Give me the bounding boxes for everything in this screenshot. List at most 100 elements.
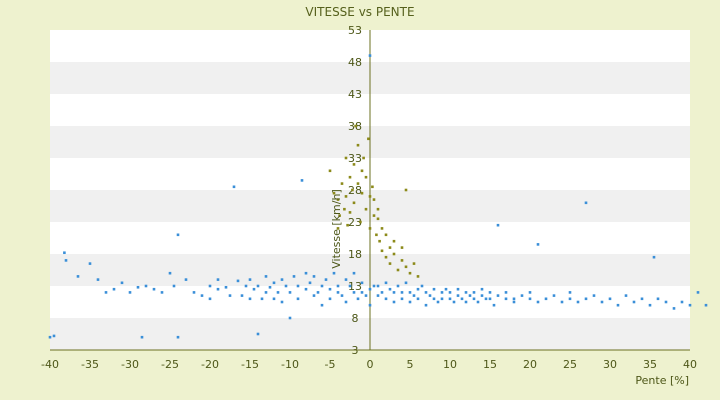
data-point-blue [332,271,336,275]
data-point-blue [376,294,380,297]
data-point-blue [120,281,124,285]
data-point-blue [200,294,204,297]
data-point-olive [372,214,376,217]
data-point-blue [592,294,596,297]
data-point-blue [276,291,280,294]
data-point-blue [320,284,324,288]
data-point-blue [364,294,368,297]
x-tick-label: -5 [325,358,336,371]
data-point-blue [584,201,588,205]
data-point-blue [96,278,100,281]
data-point-blue [616,303,620,307]
data-point-olive [360,191,364,195]
x-tick-label: 5 [407,358,414,371]
data-point-olive [396,268,400,272]
data-point-olive [400,259,404,262]
data-point-blue [168,271,172,275]
data-point-olive [388,262,392,265]
data-point-blue [192,291,196,294]
data-point-blue [344,278,348,281]
data-point-blue [376,284,380,288]
data-point-blue [328,297,332,301]
data-point-blue [372,284,376,288]
data-point-olive [392,239,396,243]
data-point-olive [388,246,392,249]
y-tick-label: 18 [348,248,362,261]
data-point-blue [420,284,424,288]
data-point-olive [372,198,376,201]
data-point-olive [328,169,332,173]
data-point-blue [432,287,436,291]
data-point-blue [536,243,540,246]
data-point-blue [464,291,468,294]
data-point-blue [528,291,532,294]
data-point-blue [416,287,420,291]
data-point-blue [384,281,388,285]
data-point-blue [280,278,284,281]
data-point-blue [624,294,628,297]
x-tick-label: -10 [281,358,299,371]
data-point-blue [504,291,508,294]
data-point-blue [664,300,668,304]
data-point-olive [352,163,356,166]
data-point-blue [392,291,396,294]
data-point-olive [404,188,408,192]
data-point-blue [240,294,244,297]
data-point-blue [552,294,556,297]
data-point-olive [362,156,365,160]
chart-title: VITESSE vs PENTE [305,5,414,19]
y-tick-label: 13 [348,280,362,293]
data-point-olive [376,207,380,211]
data-point-olive [384,255,388,259]
data-point-blue [252,287,256,291]
data-point-blue [528,297,532,301]
data-point-blue [444,287,448,291]
data-point-blue [704,303,708,307]
data-point-blue [468,294,472,297]
data-point-blue [648,303,652,307]
x-tick-label: -15 [241,358,259,371]
data-point-blue [292,275,296,278]
y-tick-label: 23 [348,216,362,229]
y-axis-title: Vitesse [km/h] [330,189,343,269]
data-point-blue [400,291,404,294]
data-point-blue [412,294,416,297]
data-point-blue [472,291,476,294]
data-point-blue [312,275,316,278]
x-tick-label: -35 [81,358,99,371]
data-point-blue [632,300,636,304]
data-point-blue [680,300,684,304]
data-point-olive [400,246,404,249]
data-point-blue [64,259,68,262]
data-point-blue [304,287,308,291]
data-point-blue [104,291,108,294]
data-point-blue [488,291,492,294]
x-tick-label: 15 [483,358,497,371]
data-point-blue [176,233,180,237]
data-point-blue [536,300,540,304]
data-point-blue [216,278,220,281]
data-point-blue [396,284,400,288]
data-point-olive [336,198,340,201]
y-tick-label: 33 [348,152,362,165]
data-point-blue [208,284,212,288]
data-point-olive [367,137,370,141]
data-point-blue [296,284,300,288]
data-point-blue [512,300,516,304]
data-point-blue [460,297,464,301]
data-point-blue [144,284,148,288]
data-point-blue [208,297,212,301]
data-point-olive [352,201,356,205]
data-point-blue [236,279,240,283]
data-point-olive [344,156,348,160]
data-point-olive [378,239,381,243]
data-point-olive [416,275,420,278]
data-point-olive [348,175,352,179]
data-point-blue [496,294,500,297]
data-point-blue [392,300,396,304]
data-point-blue [288,291,292,294]
data-point-blue [63,251,66,255]
data-point-blue [496,223,500,227]
data-point-blue [248,297,252,301]
data-point-blue [296,297,300,301]
